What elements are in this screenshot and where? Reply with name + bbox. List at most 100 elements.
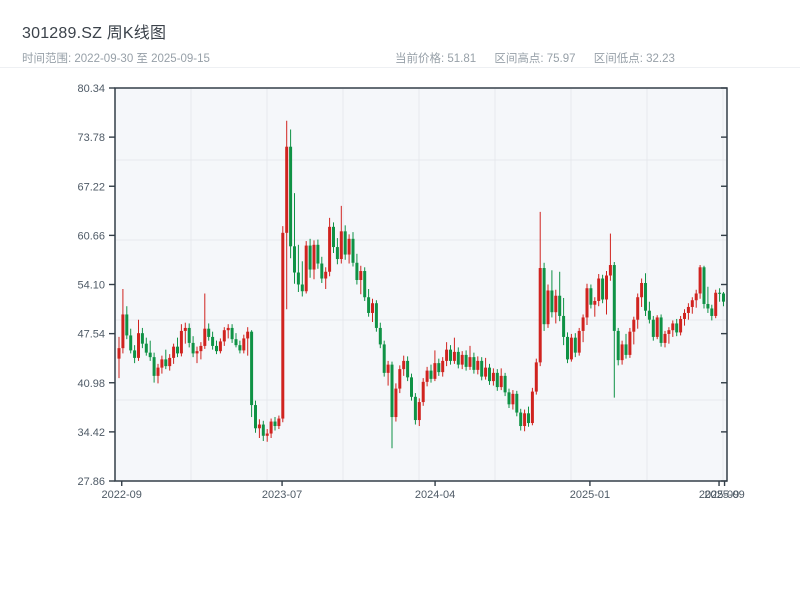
candle [441,357,445,377]
candle [164,349,168,370]
candle [199,342,203,360]
candle [347,234,351,264]
y-tick-label: 47.54 [77,329,105,341]
candle [343,225,347,260]
candle [722,291,725,307]
candle [152,352,156,383]
candle [234,333,238,348]
candle [183,322,187,344]
candle [269,418,273,439]
candle [293,193,296,284]
candle [667,327,671,344]
candle [117,336,121,379]
candle [651,315,655,341]
candle [542,262,546,331]
candle [207,323,211,341]
plot-area [115,88,727,481]
candle [460,351,464,370]
candle [371,298,374,322]
candle [129,328,133,354]
y-tick-label: 40.98 [77,378,105,390]
candle [261,420,265,442]
x-tick-label: 2024-04 [415,489,455,501]
candle [359,265,363,295]
candle [589,284,593,309]
y-tick-label: 27.86 [77,476,105,488]
candle [718,288,722,302]
candle [714,289,718,319]
candle [386,360,390,386]
candle [312,240,316,280]
candle [577,327,581,356]
header-divider [0,67,800,68]
candle [398,365,402,394]
candle [694,289,698,308]
y-tick-label: 54.10 [77,280,105,292]
candle [640,278,644,307]
x-tick-label: 2022-09 [102,489,142,501]
candle [616,327,620,366]
stat-range-high: 区间高点: 75.97 [494,53,576,65]
candle [605,271,608,315]
candle [507,388,511,409]
y-tick-label: 80.34 [77,83,105,95]
candle [655,315,659,340]
candle [686,303,690,320]
candle [628,327,632,358]
candle [265,429,269,442]
candle [456,347,460,369]
candle [355,253,359,285]
candle [218,338,222,354]
candle [191,336,195,358]
candle [296,244,300,292]
candle [222,327,226,346]
candle [554,289,558,324]
candle [367,288,371,317]
candle [495,369,499,391]
candle [433,350,437,382]
candle [179,324,183,357]
candle [679,315,683,336]
candle [257,419,261,439]
candle [160,355,164,374]
candle [515,390,519,417]
candle [378,322,382,349]
candle [663,330,667,348]
candle [285,120,289,310]
candle [351,232,355,267]
x-tick-label: 2025-09 [704,489,744,501]
candle [320,256,324,284]
candle [429,364,433,383]
stat-current-price: 当前价格: 51.81 [395,53,477,65]
candle [601,274,605,304]
candle [328,217,332,277]
candle [644,273,647,316]
candle [242,334,246,354]
candle [406,356,410,382]
candle [273,417,277,431]
y-tick-label: 67.22 [77,181,105,193]
candle [148,340,152,361]
candle [523,409,527,432]
candle [550,270,554,318]
candle [324,267,328,289]
candle [698,265,702,299]
candle [238,340,242,354]
candle [659,314,663,347]
candle [647,301,651,324]
candle [211,331,215,350]
x-tick-label: 2025-01 [570,489,610,501]
candle [573,333,577,358]
candle [484,357,488,380]
date-range-label: 时间范围: 2022-09-30 至 2025-09-15 [22,53,210,65]
candle [172,343,176,364]
candle [608,233,612,281]
x-tick-label: 2023-07 [262,489,302,501]
candle [187,323,191,348]
candle [624,333,628,359]
candle [168,354,172,371]
y-tick-label: 60.66 [77,230,105,242]
candle [675,318,679,337]
candle [250,330,254,418]
stat-range-low: 区间低点: 32.23 [593,53,675,65]
